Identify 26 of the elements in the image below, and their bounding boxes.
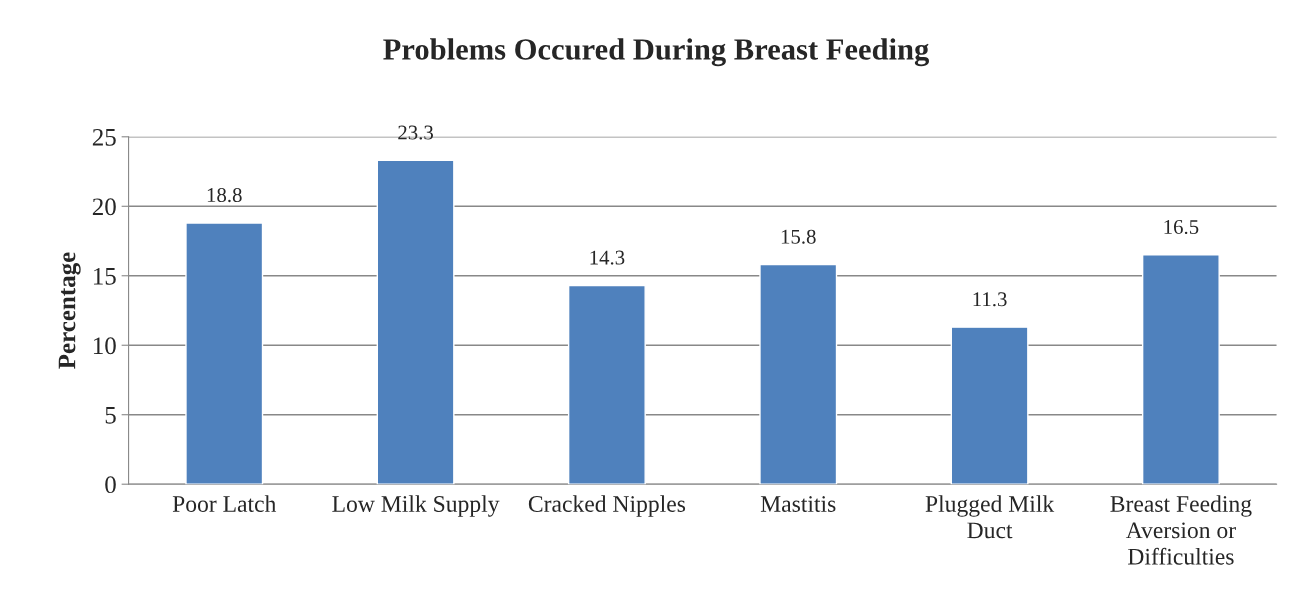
- x-tick-label: Mastitis: [760, 496, 836, 512]
- y-tick-label: 20: [92, 198, 116, 216]
- data-label: 16.5: [1164, 220, 1199, 235]
- data-label: 18.8: [207, 188, 242, 203]
- bar: [759, 263, 838, 485]
- bar: [376, 159, 455, 485]
- chart-title: Problems Occured During Breast Feeding: [383, 38, 930, 67]
- x-tick-label: Cracked Nipples: [528, 495, 686, 517]
- bar: [185, 222, 264, 485]
- y-tick-label: 25: [92, 128, 116, 146]
- data-label: 23.3: [398, 125, 433, 140]
- x-tick-label: Plugged Milk Duct: [925, 495, 1055, 539]
- bar: [1141, 254, 1220, 485]
- y-tick-label: 10: [93, 337, 116, 355]
- bar: [567, 284, 646, 485]
- y-tick-label: 15: [93, 267, 116, 285]
- x-tick-label: Low Milk Supply: [332, 495, 500, 517]
- x-tick-label: Breast Feeding Aversion or Difficulties: [1110, 495, 1252, 565]
- y-tick-label: 0: [105, 476, 116, 494]
- x-tick-label: Poor Latch: [172, 495, 277, 512]
- y-axis-title: Percentage: [58, 252, 81, 369]
- data-label: 15.8: [781, 229, 816, 244]
- bar: [950, 326, 1029, 485]
- data-label: 11.3: [973, 292, 1007, 307]
- data-label: 14.3: [590, 250, 625, 265]
- y-tick-label: 5: [105, 407, 116, 424]
